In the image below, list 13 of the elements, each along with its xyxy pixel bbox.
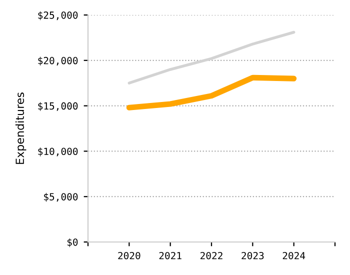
y-tick-label: $15,000: [38, 102, 78, 111]
x-tick-label: 2020: [118, 252, 140, 260]
line-series: [128, 30, 296, 84]
y-axis-title: Expenditures: [15, 92, 26, 164]
x-tick-label: 2021: [159, 252, 182, 260]
x-tick-label: 2022: [200, 252, 222, 260]
x-tick-label: 2024: [282, 252, 306, 260]
y-tick-label: $0: [67, 238, 78, 248]
y-tick-label: $20,000: [38, 56, 78, 66]
y-tick-label: $10,000: [38, 148, 78, 156]
y-tick-label: $5,000: [44, 192, 78, 202]
x-tick-label: 2023: [242, 252, 264, 260]
y-tick-label: $25,000: [38, 11, 78, 20]
